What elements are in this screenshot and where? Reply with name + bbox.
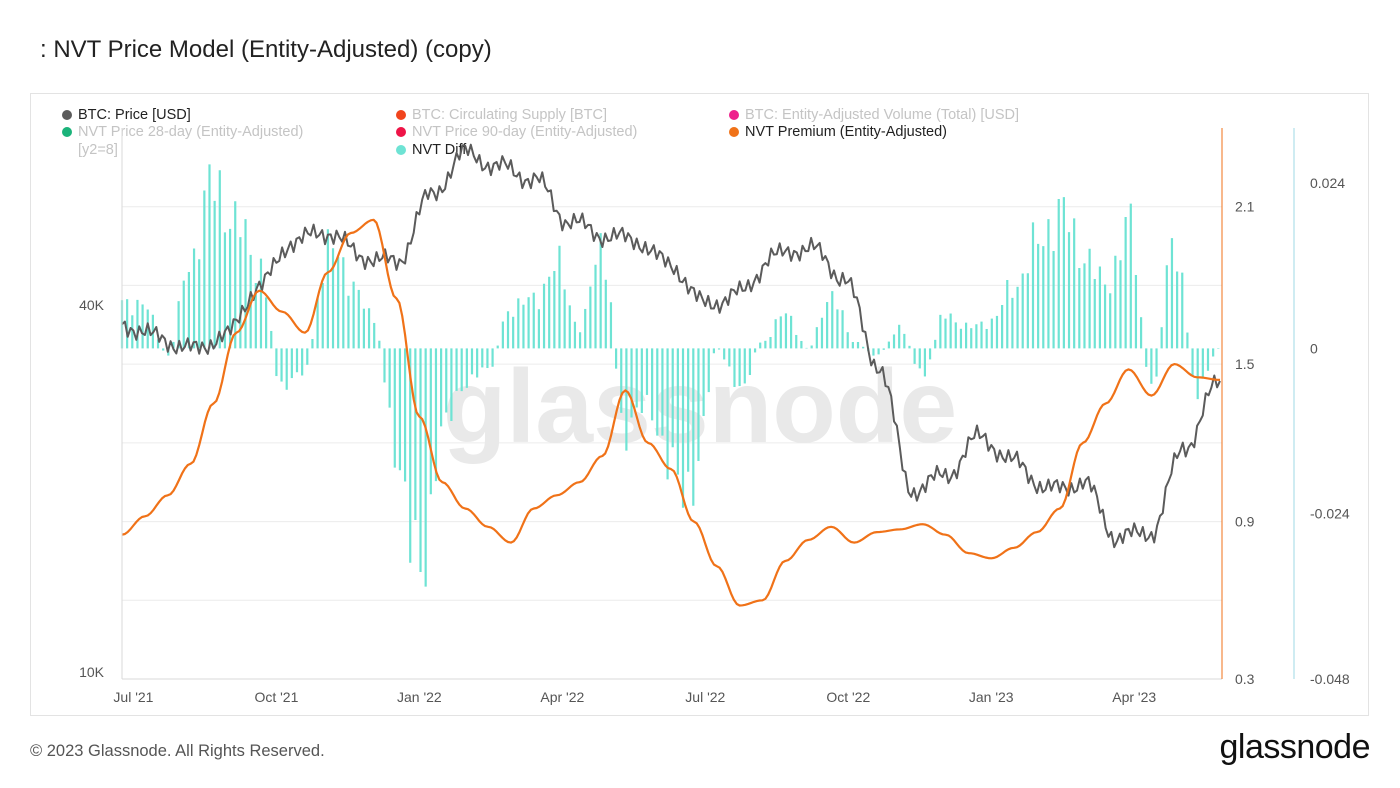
y-right2-tick-label: -0.048 [1310, 671, 1350, 687]
y-left-tick-label: 10K [79, 664, 105, 680]
tick-labels: Jul '21 Oct '21 Jan '22 Apr '22 Jul '22 Oct '… [79, 175, 1350, 705]
x-tick-label: Jan '22 [397, 689, 442, 705]
legend-nvt28-dot-icon [62, 127, 72, 137]
x-tick-label: Jan '23 [969, 689, 1014, 705]
x-tick-label: Oct '22 [826, 689, 870, 705]
legend-volume-dot-icon [729, 110, 739, 120]
legend-item-volume[interactable]: BTC: Entity-Adjusted Volume (Total) [USD… [729, 107, 1019, 124]
watermark-text: glassnode [443, 349, 957, 465]
y-right2-tick-label: -0.024 [1310, 506, 1350, 522]
x-tick-label: Jul '21 [113, 689, 153, 705]
y-left-tick-label: 40K [79, 297, 105, 313]
y-right2-tick-label: 0.024 [1310, 175, 1345, 191]
legend-nvt90-label: NVT Price 90-day (Entity-Adjusted) [412, 124, 638, 140]
legend-note: [y2=8] [78, 142, 118, 158]
legend-item-supply[interactable]: BTC: Circulating Supply [BTC] [396, 107, 607, 124]
legend-item-price[interactable]: BTC: Price [USD] [62, 107, 191, 124]
legend-item-nvt28[interactable]: NVT Price 28-day (Entity-Adjusted) [62, 124, 303, 141]
legend-item-premium[interactable]: NVT Premium (Entity-Adjusted) [729, 124, 947, 141]
legend-nvt28-label: NVT Price 28-day (Entity-Adjusted) [78, 124, 304, 140]
legend-nvt90-dot-icon [396, 127, 406, 137]
series-line-nvt-premium-entity-adjusted- [121, 218, 1221, 607]
legend-volume-label: BTC: Entity-Adjusted Volume (Total) [USD… [745, 107, 1019, 123]
x-tick-label: Apr '22 [540, 689, 584, 705]
y-right1-tick-label: 1.5 [1235, 356, 1255, 372]
x-tick-label: Apr '23 [1112, 689, 1156, 705]
legend-diff-dot-icon [396, 145, 406, 155]
legend-price-label: BTC: Price [USD] [78, 107, 191, 123]
legend-supply-label: BTC: Circulating Supply [BTC] [412, 107, 608, 123]
axes [121, 128, 1295, 680]
x-tick-label: Jul '22 [685, 689, 725, 705]
legend-supply-dot-icon [396, 110, 406, 120]
legend-item-diff[interactable]: NVT Diff [396, 142, 466, 159]
glassnode-logo: glassnode [1219, 728, 1370, 766]
legend-item-nvt90[interactable]: NVT Price 90-day (Entity-Adjusted) [396, 124, 637, 141]
series-line-btc-price-usd- [121, 143, 1221, 549]
series-lines [121, 143, 1221, 607]
y-right1-tick-label: 0.9 [1235, 514, 1255, 530]
legend-diff-label: NVT Diff [412, 142, 467, 158]
x-tick-label: Oct '21 [254, 689, 298, 705]
y-right2-tick-label: 0 [1310, 340, 1318, 356]
legend-price-dot-icon [62, 110, 72, 120]
nvt-diff-bars [120, 164, 1220, 587]
legend-premium-label: NVT Premium (Entity-Adjusted) [745, 124, 947, 140]
y-right1-tick-label: 0.3 [1235, 671, 1255, 687]
legend-premium-dot-icon [729, 127, 739, 137]
chart-panel [30, 93, 1369, 716]
copyright-footer: © 2023 Glassnode. All Rights Reserved. [30, 742, 325, 760]
page-title: : NVT Price Model (Entity-Adjusted) (cop… [40, 36, 492, 63]
y-right1-tick-label: 2.1 [1235, 199, 1255, 215]
